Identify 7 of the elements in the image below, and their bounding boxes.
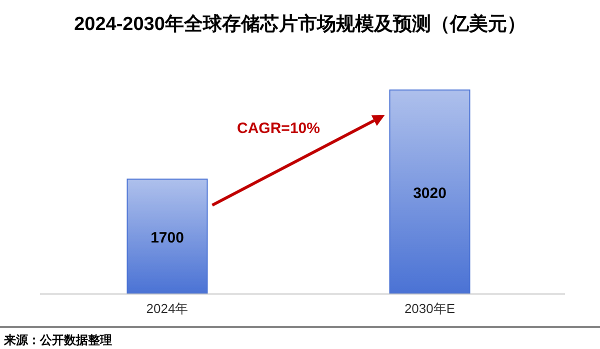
data-label: 3020 xyxy=(413,185,446,202)
x-tick-label: 2024年 xyxy=(146,301,188,316)
source-note: 来源：公开数据整理 xyxy=(3,333,112,347)
x-tick-label: 2030年E xyxy=(404,301,456,316)
chart-title: 2024-2030年全球存储芯片市场规模及预测（亿美元） xyxy=(74,13,526,35)
annotation: CAGR=10% xyxy=(237,120,320,138)
data-label: 1700 xyxy=(150,230,184,247)
